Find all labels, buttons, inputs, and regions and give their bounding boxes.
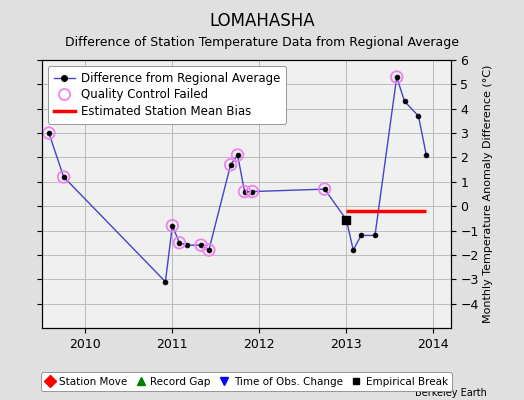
Text: Difference of Station Temperature Data from Regional Average: Difference of Station Temperature Data f… <box>65 36 459 49</box>
Point <box>248 188 257 195</box>
Legend: Difference from Regional Average, Quality Control Failed, Estimated Station Mean: Difference from Regional Average, Qualit… <box>48 66 286 124</box>
Point <box>205 247 213 253</box>
Point <box>320 186 329 192</box>
Text: LOMAHASHA: LOMAHASHA <box>209 12 315 30</box>
Point <box>392 74 401 80</box>
Point <box>59 174 68 180</box>
Point <box>168 222 177 229</box>
Point <box>342 216 351 223</box>
Point <box>233 152 242 158</box>
Point <box>241 188 249 195</box>
Point <box>45 130 53 136</box>
Text: Berkeley Earth: Berkeley Earth <box>416 388 487 398</box>
Point <box>175 240 183 246</box>
Legend: Station Move, Record Gap, Time of Obs. Change, Empirical Break: Station Move, Record Gap, Time of Obs. C… <box>40 372 452 391</box>
Y-axis label: Monthly Temperature Anomaly Difference (°C): Monthly Temperature Anomaly Difference (… <box>483 65 493 323</box>
Point <box>226 162 235 168</box>
Point <box>197 242 205 248</box>
